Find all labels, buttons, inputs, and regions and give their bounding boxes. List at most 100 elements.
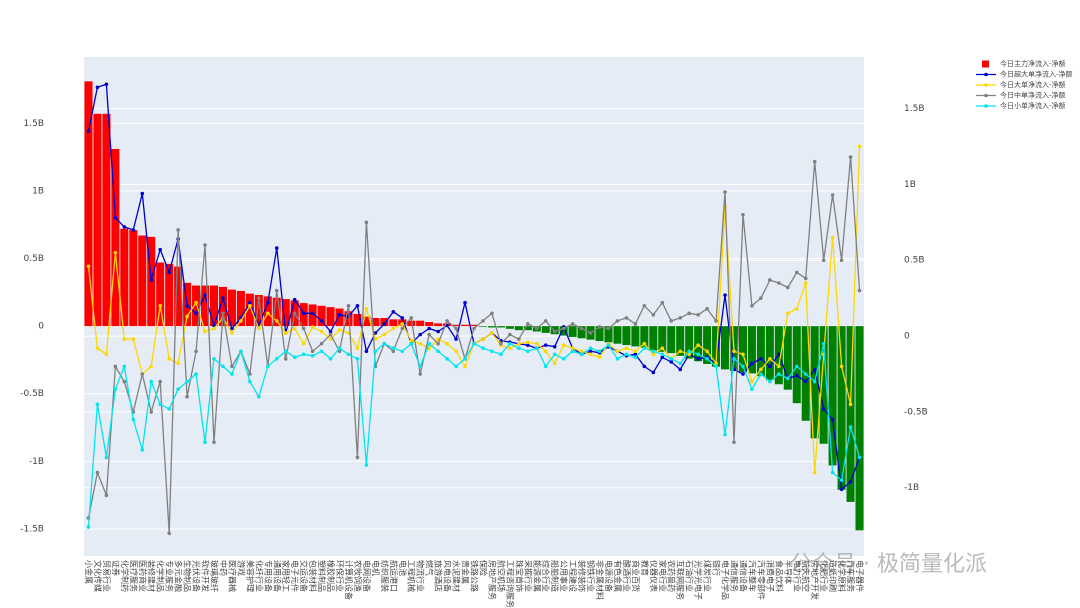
line-marker [669, 357, 674, 361]
x-tick-label: 工程机械 [407, 560, 417, 592]
x-tick-label: 包装材料 [308, 560, 318, 592]
x-tick-label: 能源金属 [532, 560, 542, 592]
line-marker [812, 470, 817, 475]
line-marker [642, 303, 647, 308]
line-marker [257, 326, 261, 331]
line-marker [812, 367, 817, 372]
y2-tick-label: 1B [904, 180, 916, 190]
line-marker [759, 357, 763, 361]
bar [505, 326, 514, 329]
x-tick-label: 旅游酒店 [434, 560, 444, 592]
line-marker [732, 349, 736, 354]
line-marker [95, 470, 100, 475]
line-marker [669, 360, 674, 364]
line-marker [292, 311, 297, 316]
line-marker [122, 364, 127, 369]
line-marker [803, 372, 808, 376]
x-tick-label: 环保行业 [335, 560, 345, 592]
line-marker [283, 357, 288, 361]
line-marker [454, 337, 458, 341]
line-marker [248, 300, 252, 305]
line-marker [454, 364, 458, 369]
line-marker [830, 235, 835, 240]
line-marker [687, 311, 691, 316]
line-marker [588, 349, 593, 354]
line-marker [104, 455, 109, 460]
line-marker [651, 370, 656, 375]
line-marker [445, 319, 449, 323]
x-tick-label: 汽车零部件 [756, 560, 766, 600]
x-tick-label: 工程建设 [568, 560, 578, 592]
bar [272, 297, 281, 327]
line-marker [265, 300, 270, 305]
line-marker [364, 306, 369, 311]
line-marker [328, 337, 333, 341]
line-marker [848, 479, 853, 484]
bar [595, 326, 604, 341]
line-marker [705, 349, 709, 354]
line-marker [418, 364, 423, 369]
bar [254, 295, 263, 327]
line-marker [660, 352, 665, 357]
line-marker [803, 379, 808, 384]
line-marker [660, 300, 665, 305]
line-marker [579, 349, 584, 354]
bar [335, 308, 344, 327]
line-marker [714, 361, 718, 366]
line-marker [212, 440, 216, 445]
line-marker [185, 303, 189, 308]
line-marker [346, 331, 351, 335]
y-tick-label: 1B [32, 186, 44, 196]
x-tick-label: 贸易行业 [102, 560, 112, 592]
line-marker [741, 352, 745, 357]
bar [245, 293, 254, 327]
x-tick-label: 电机 [371, 560, 381, 576]
x-tick-label: 塑料制品 [317, 560, 327, 592]
line-marker [328, 357, 333, 361]
x-tick-label: 航天航空 [801, 560, 811, 592]
x-tick-label: 酿酒行业 [622, 560, 632, 592]
y2-tick-label: 1.5B [904, 104, 925, 114]
bar [102, 113, 111, 327]
x-tick-label: 化纤行业 [254, 560, 264, 592]
line-marker [427, 341, 431, 346]
line-marker [248, 372, 252, 376]
line-marker [552, 329, 557, 334]
x-tick-label: 珠宝首饰 [514, 560, 524, 592]
line-marker [382, 341, 387, 346]
x-tick-label: 电子化学品 [721, 560, 731, 600]
line-marker [615, 357, 620, 361]
line-marker [597, 355, 602, 360]
line-marker [230, 364, 234, 369]
line-marker [194, 311, 198, 316]
line-marker [212, 323, 216, 328]
line-marker [857, 288, 862, 293]
line-marker [319, 341, 324, 346]
line-marker [839, 487, 844, 492]
bar [111, 148, 120, 327]
legend-label: 今日中单净流入-净额 [1000, 91, 1066, 100]
line-marker [400, 349, 405, 354]
x-tick-label: 造纸印刷 [828, 560, 838, 592]
line-marker [821, 341, 826, 346]
line-marker [194, 349, 198, 354]
x-tick-label: 保险 [478, 560, 488, 576]
line-marker [149, 278, 154, 282]
line-marker [821, 258, 826, 263]
line-marker [167, 407, 171, 411]
x-tick-label: 采掘行业 [523, 560, 533, 592]
line-marker [830, 193, 835, 197]
line-marker [768, 357, 772, 361]
line-marker [212, 326, 216, 331]
line-marker [777, 281, 781, 285]
line-marker [830, 417, 835, 422]
x-tick-label: 电网设备 [362, 560, 372, 592]
line-marker [543, 343, 548, 347]
bar [496, 326, 505, 328]
line-marker [203, 440, 207, 445]
line-marker [283, 349, 288, 354]
line-marker [642, 364, 647, 369]
line-marker [409, 341, 414, 346]
line-marker [696, 352, 700, 357]
bar [165, 263, 174, 327]
